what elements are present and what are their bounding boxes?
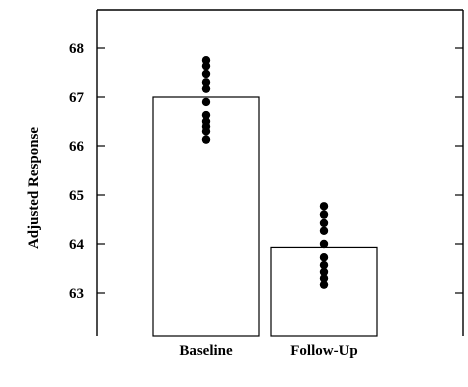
y-ticks-layer: 63 64 65 66 67 68	[69, 41, 463, 302]
data-point	[319, 274, 329, 283]
y-tick-label: 64	[69, 237, 85, 253]
data-point	[319, 210, 329, 219]
bars-layer	[152, 96, 378, 337]
data-point	[201, 69, 211, 79]
data-point	[319, 280, 329, 289]
data-point	[319, 202, 329, 211]
data-point	[201, 135, 211, 144]
data-point	[319, 260, 329, 270]
data-point	[319, 253, 329, 262]
data-point	[201, 110, 211, 120]
category-label: Follow-Up	[290, 343, 358, 359]
category-label: Baseline	[179, 343, 233, 359]
data-point	[201, 117, 211, 126]
data-point	[319, 267, 329, 277]
data-point	[319, 239, 329, 249]
y-tick-label: 68	[69, 41, 84, 57]
y-tick-label: 65	[69, 188, 84, 204]
data-point	[319, 226, 329, 235]
category-labels-layer: Baseline Follow-Up	[179, 343, 357, 359]
points-layer	[201, 56, 329, 289]
data-point	[201, 78, 211, 87]
y-tick-label: 67	[69, 90, 85, 106]
y-tick-label: 66	[69, 139, 85, 155]
data-point	[319, 218, 329, 228]
y-tick-label: 63	[69, 286, 84, 302]
y-axis-title: Adjusted Response	[26, 127, 42, 249]
data-point	[201, 61, 211, 71]
data-point	[201, 84, 211, 93]
data-point	[201, 97, 211, 107]
data-point	[201, 56, 211, 65]
